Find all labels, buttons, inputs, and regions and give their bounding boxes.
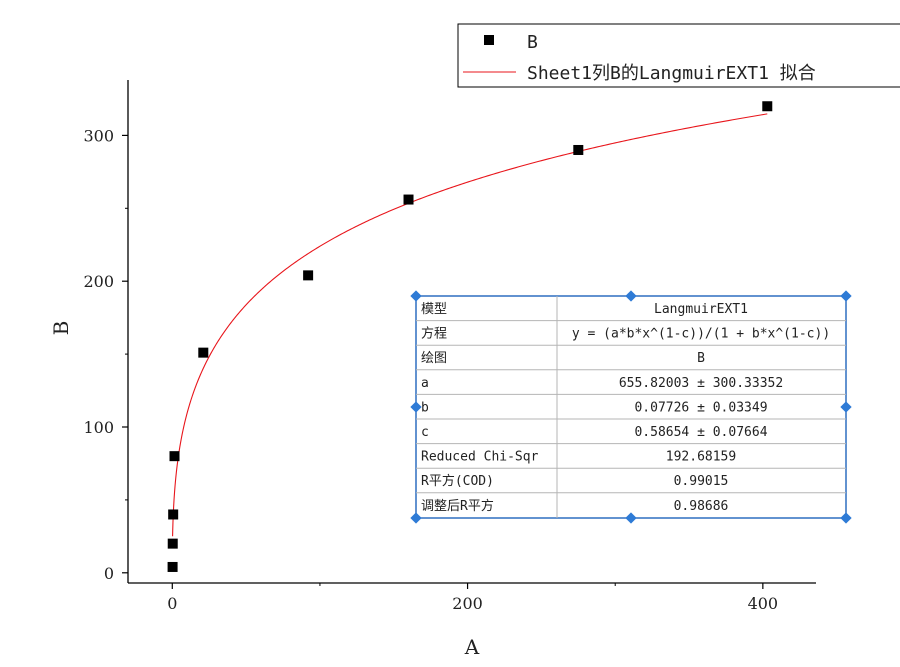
selection-handle[interactable] — [625, 290, 637, 302]
fit-curve — [172, 113, 768, 537]
data-point — [167, 538, 178, 549]
fit-table-label: a — [421, 376, 429, 391]
selection-handle[interactable] — [410, 401, 422, 413]
fit-table-rows: 模型 LangmuirEXT1 方程 y = (a*b*x^(1-c))/(1 + b… — [416, 302, 846, 514]
x-tick-label: 400 — [748, 594, 779, 613]
fit-table-frame — [415, 295, 847, 519]
data-point — [167, 561, 178, 572]
legend-label-fit: Sheet1列B的LangmuirEXT1 拟合 — [527, 63, 816, 84]
fit-table-value: 0.07726 ± 0.03349 — [634, 400, 767, 415]
x-tick-label: 200 — [452, 594, 483, 613]
data-point — [573, 144, 584, 155]
fit-table-label: R平方(COD) — [421, 473, 494, 489]
data-point — [303, 270, 314, 281]
fit-table-value: 192.68159 — [666, 450, 736, 465]
fit-table-value: 0.58654 ± 0.07664 — [634, 425, 767, 440]
y-tick-label: 100 — [83, 418, 114, 437]
fit-table-value: 0.98686 — [674, 499, 729, 514]
fit-results-table[interactable]: 模型 LangmuirEXT1 方程 y = (a*b*x^(1-c))/(1 + b… — [410, 290, 852, 524]
x-tick-label: 0 — [167, 594, 177, 613]
fit-table-value: B — [697, 351, 705, 366]
fit-table-label: 方程 — [421, 326, 447, 342]
selection-handle[interactable] — [840, 401, 852, 413]
fit-table-value: y = (a*b*x^(1-c))/(1 + b*x^(1-c)) — [572, 327, 830, 342]
y-axis-label: B — [49, 321, 73, 336]
fit-table-label: c — [421, 425, 429, 440]
legend-marker-points — [484, 35, 494, 45]
data-point — [169, 451, 180, 462]
y-ticks: 0 100 200 300 — [83, 126, 128, 583]
fit-table-label: b — [421, 400, 429, 415]
selection-handle[interactable] — [410, 290, 422, 302]
data-points — [167, 101, 773, 572]
y-tick-label: 0 — [104, 564, 114, 583]
selection-handle[interactable] — [840, 512, 852, 524]
x-ticks: 0 200 400 — [167, 583, 778, 613]
y-tick-label: 200 — [83, 272, 114, 291]
selection-handle[interactable] — [840, 290, 852, 302]
data-point — [168, 509, 179, 520]
x-axis-label: A — [464, 635, 480, 659]
data-point — [762, 101, 773, 112]
fit-table-label: 绘图 — [421, 351, 447, 366]
selection-handle[interactable] — [625, 512, 637, 524]
data-point — [198, 347, 209, 358]
selection-handles[interactable] — [410, 290, 852, 524]
fit-table-value: 655.82003 ± 300.33352 — [619, 376, 783, 391]
fit-table-label: Reduced Chi-Sqr — [421, 450, 539, 465]
fit-table-value: LangmuirEXT1 — [654, 302, 748, 317]
fit-table-label: 调整后R平方 — [421, 498, 494, 514]
selection-handle[interactable] — [410, 512, 422, 524]
fit-table-value: 0.99015 — [674, 474, 729, 489]
data-point — [403, 194, 414, 205]
y-tick-label: 300 — [83, 126, 114, 145]
legend-label-points: B — [527, 32, 538, 53]
legend-box — [457, 23, 900, 88]
fit-table-label: 模型 — [421, 302, 447, 317]
legend: B Sheet1列B的LangmuirEXT1 拟合 — [457, 23, 900, 88]
